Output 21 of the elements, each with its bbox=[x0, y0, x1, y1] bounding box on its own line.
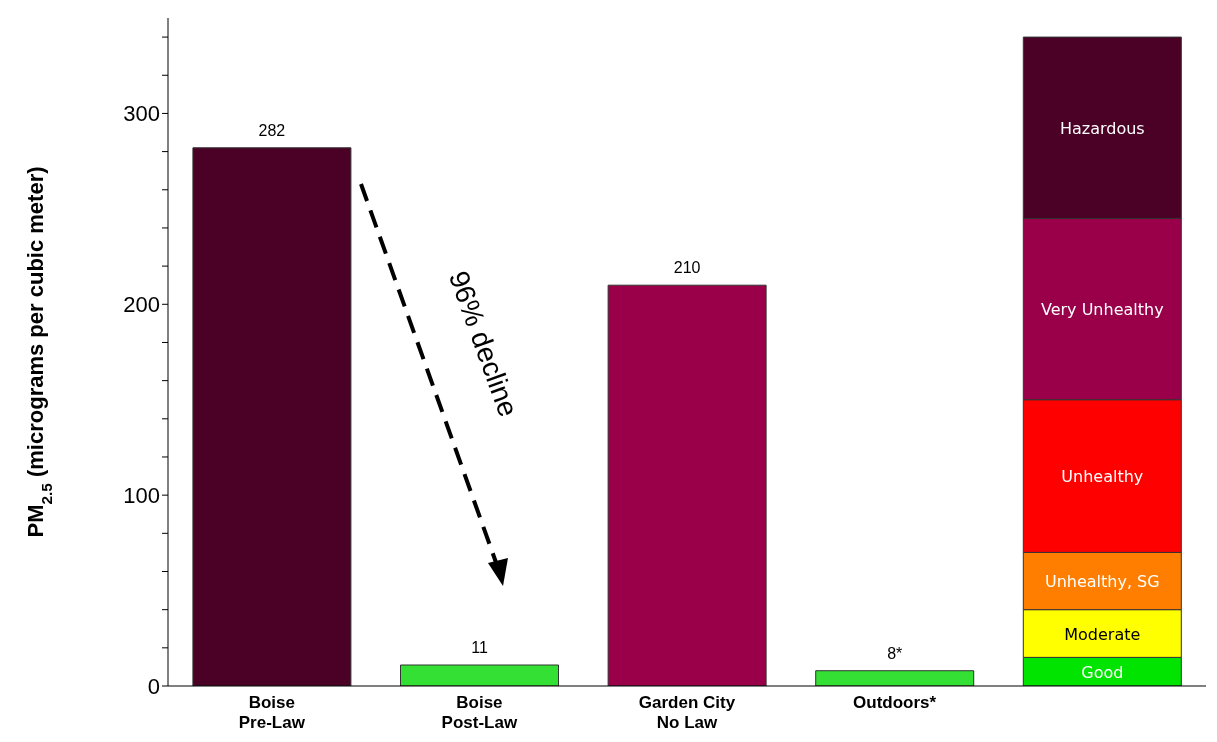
y-tick-label: 300 bbox=[123, 101, 160, 127]
series-label: Hazardous bbox=[1059, 118, 1145, 138]
series-label: Unhealthy, SG bbox=[1044, 572, 1160, 592]
series-label: Very Unhealthy bbox=[1040, 300, 1164, 320]
series-label: Good bbox=[1081, 662, 1124, 682]
data-label: 11 bbox=[471, 639, 488, 657]
x-tick-label: Garden City No Law bbox=[638, 693, 736, 732]
x-tick-label: Boise Pre-Law bbox=[238, 693, 306, 732]
series-label: Moderate bbox=[1064, 624, 1141, 644]
y-tick-label: 100 bbox=[123, 482, 160, 508]
y-tick-label: 0 bbox=[147, 673, 160, 699]
bar bbox=[815, 670, 975, 686]
data-label: 282 bbox=[258, 121, 286, 139]
bar bbox=[400, 664, 560, 686]
x-tick-label: Boise Post-Law bbox=[441, 693, 518, 732]
x-tick-label: Outdoors* bbox=[853, 693, 937, 712]
y-tick-label: 200 bbox=[123, 292, 160, 318]
data-label: 8* bbox=[887, 644, 903, 662]
data-label: 210 bbox=[673, 259, 701, 277]
annotation: 96% decline bbox=[441, 265, 526, 423]
series-label: Unhealthy bbox=[1061, 467, 1144, 487]
